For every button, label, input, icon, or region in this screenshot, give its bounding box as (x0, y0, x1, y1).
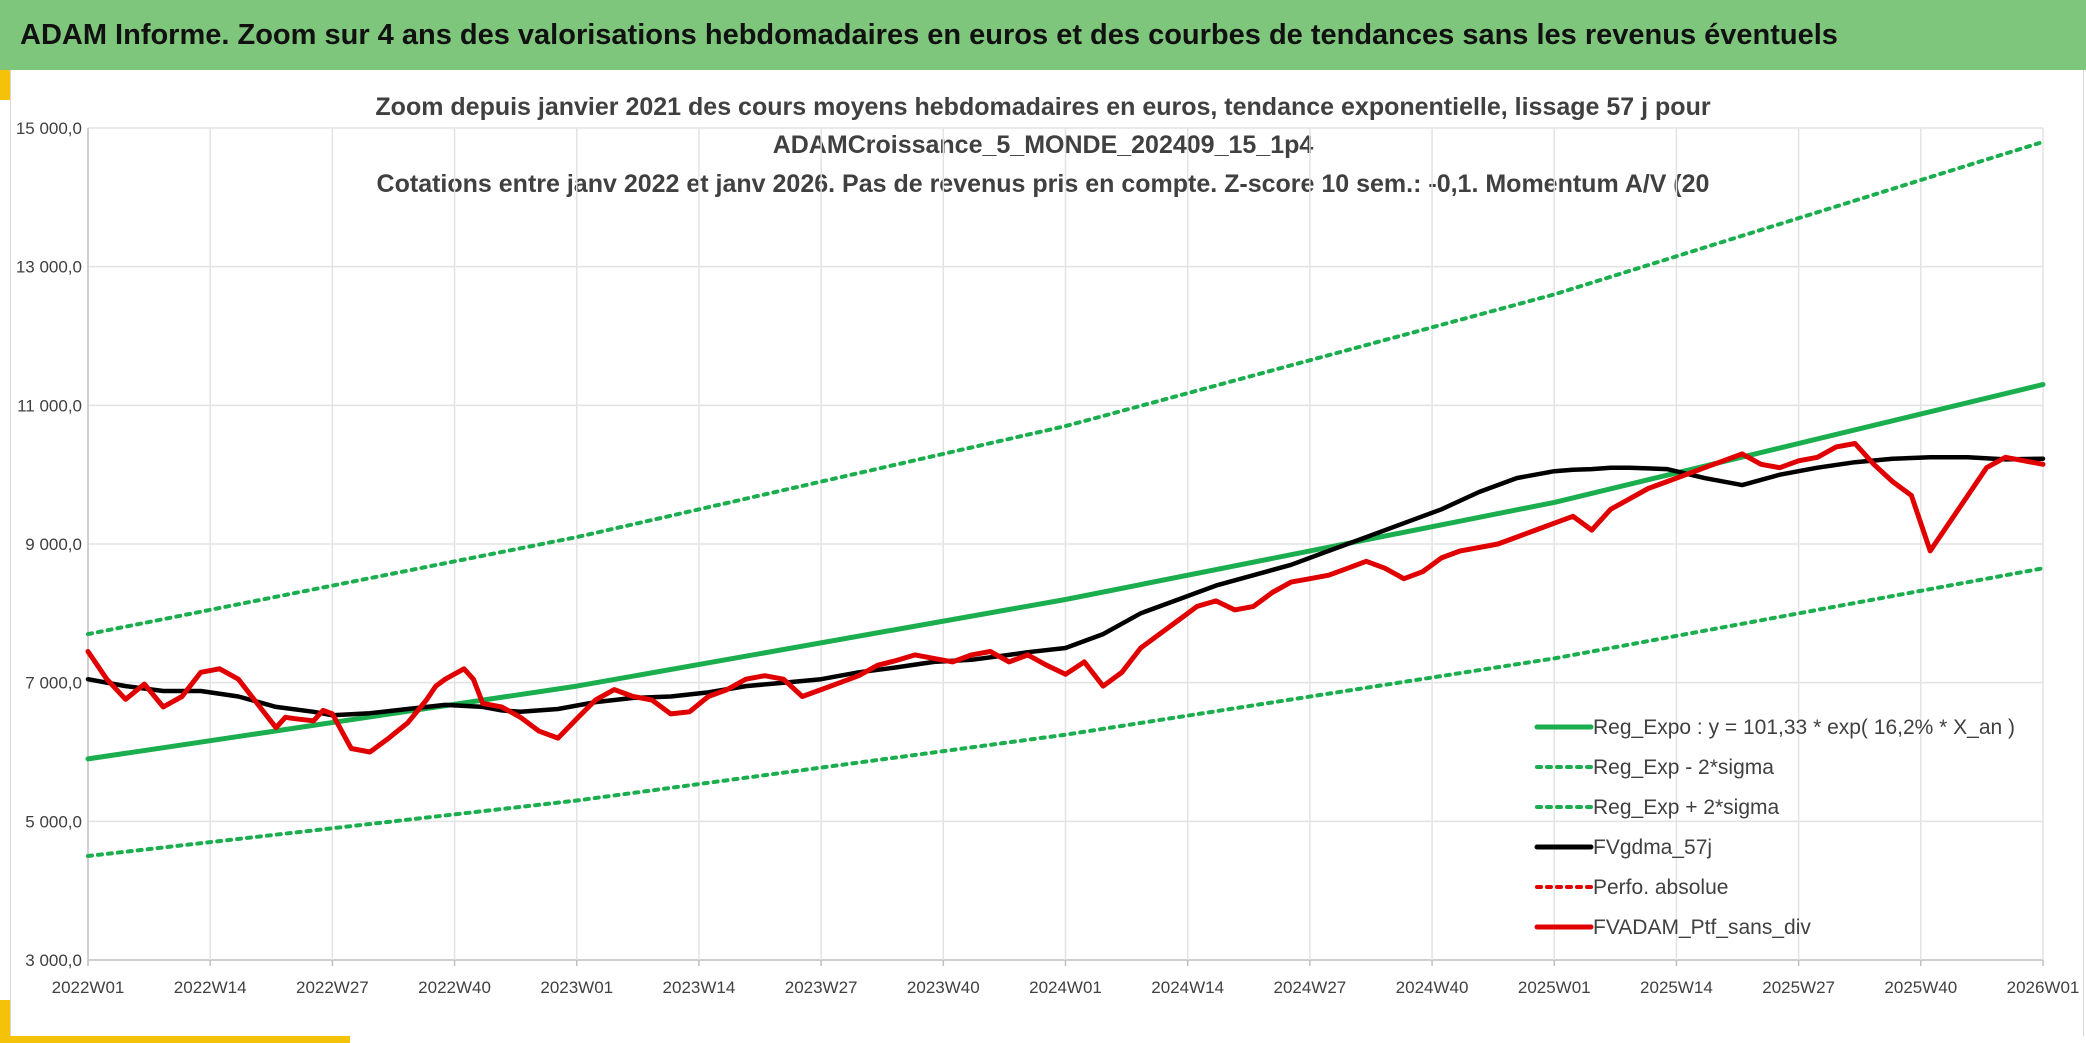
series-layer (85, 139, 2046, 858)
x-tick-label: 2025W27 (1762, 978, 1835, 997)
x-tick-label: 2023W14 (663, 978, 736, 997)
x-tick-label: 2025W40 (1884, 978, 1957, 997)
x-tick-label: 2025W14 (1640, 978, 1713, 997)
x-tick-label: 2022W40 (418, 978, 491, 997)
x-tick-label: 2023W01 (540, 978, 613, 997)
chart-title-line-3: Cotations entre janv 2022 et janv 2026. … (376, 170, 1710, 198)
grid-lines (87, 127, 2044, 966)
accent-bar-bottom (0, 1036, 350, 1043)
chart-title-line-2: ADAMCroissance_5_MONDE_202409_15_1p4 (772, 131, 1314, 159)
legend-label-1: Reg_Exp - 2*sigma (1593, 756, 1774, 779)
accent-bar-left (0, 70, 10, 100)
legend-label-5: FVADAM_Ptf_sans_div (1593, 916, 1811, 939)
y-tick-label: 3 000,0 (25, 951, 82, 970)
legend-label-2: Reg_Exp + 2*sigma (1593, 796, 1780, 819)
x-tick-label: 2022W14 (174, 978, 247, 997)
series-line-5 (85, 441, 2046, 755)
x-tick-label: 2024W40 (1396, 978, 1469, 997)
x-tick-label: 2026W01 (2007, 978, 2080, 997)
banner-title: ADAM Informe. Zoom sur 4 ans des valoris… (20, 18, 1838, 51)
y-tick-label: 7 000,0 (25, 674, 82, 693)
accent-bar-bottom-left (0, 1000, 10, 1043)
tick-labels: 3 000,0 5 000,0 7 000,0 9 000,0 11 000,0 13 0… (16, 119, 2080, 997)
y-tick-label: 13 000,0 (16, 258, 82, 277)
x-tick-label: 2024W14 (1151, 978, 1224, 997)
legend-label-0: Reg_Expo : y = 101,33 * exp( 16,2% * X_a… (1593, 716, 2015, 739)
chart-title-line-1: Zoom depuis janvier 2021 des cours moyen… (375, 93, 1711, 121)
x-tick-label: 2024W27 (1273, 978, 1346, 997)
y-tick-label: 5 000,0 (25, 812, 82, 831)
x-tick-label: 2023W27 (785, 978, 858, 997)
x-tick-label: 2022W27 (296, 978, 369, 997)
x-tick-label: 2022W01 (52, 978, 125, 997)
series-line-1 (86, 566, 2045, 858)
legend-label-3: FVgdma_57j (1593, 836, 1712, 859)
y-tick-label: 11 000,0 (17, 396, 82, 415)
header-banner: ADAM Informe. Zoom sur 4 ans des valoris… (0, 0, 2086, 70)
y-tick-label: 9 000,0 (25, 535, 82, 554)
x-tick-label: 2025W01 (1518, 978, 1591, 997)
chart-frame (10, 70, 2084, 1036)
x-tick-label: 2024W01 (1029, 978, 1102, 997)
legend-label-4: Perfo. absolue (1593, 876, 1728, 899)
x-tick-label: 2023W40 (907, 978, 980, 997)
series-line-2 (86, 139, 2045, 637)
y-tick-label: 15 000,0 (16, 119, 82, 138)
legend: Reg_Expo : y = 101,33 * exp( 16,2% * X_a… (1534, 716, 2015, 939)
